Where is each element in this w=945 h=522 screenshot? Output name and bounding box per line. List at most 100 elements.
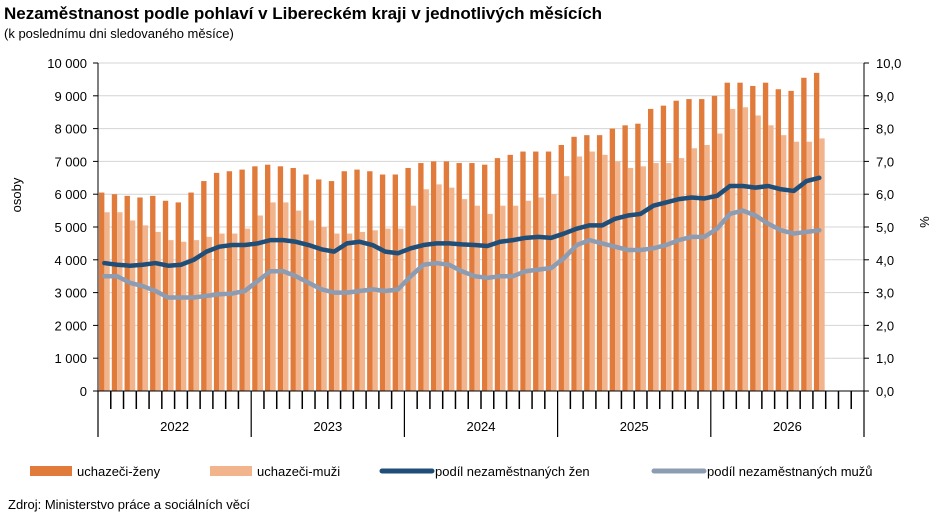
year-label: 2023 xyxy=(313,419,342,434)
year-label: 2025 xyxy=(620,419,649,434)
bar-men xyxy=(193,240,200,391)
bar-women xyxy=(443,161,450,391)
bar-men xyxy=(372,230,378,391)
bar-women xyxy=(418,163,424,391)
bar-women xyxy=(673,100,679,391)
y-left-tick-label: 10 000 xyxy=(47,56,87,71)
bar-men xyxy=(346,233,353,391)
bar-women xyxy=(367,171,373,391)
bar-women xyxy=(99,192,105,391)
bar-men xyxy=(500,205,506,391)
y-right-tick-label: 1,0 xyxy=(876,351,894,366)
bar-women xyxy=(328,181,335,391)
y-right-tick-label: 2,0 xyxy=(876,318,894,333)
bar-women xyxy=(558,145,564,391)
bar-women xyxy=(277,166,284,391)
bar-women xyxy=(252,166,258,391)
bar-men xyxy=(244,228,251,391)
year-label: 2026 xyxy=(773,419,802,434)
bar-men xyxy=(781,135,787,391)
bar-men xyxy=(627,167,634,391)
bar-men xyxy=(653,163,659,391)
source-note: Zdroj: Ministerstvo práce a sociálních v… xyxy=(8,497,250,512)
bar-men xyxy=(308,220,315,391)
bar-men xyxy=(104,212,110,391)
line-women-share xyxy=(102,175,822,268)
x-axis: 2022 2023 2024 2025 2026 xyxy=(97,391,865,437)
bar-women xyxy=(750,85,756,392)
bar-women xyxy=(150,195,156,391)
bar-women xyxy=(660,105,667,391)
legend-entry: podíl nezaměstnaných mužů xyxy=(707,464,872,479)
y-left-tick-label: 3 000 xyxy=(54,286,87,301)
bar-men xyxy=(666,163,672,391)
bar-men xyxy=(155,231,161,391)
bar-women xyxy=(201,181,207,391)
line-men-share xyxy=(102,208,822,300)
bar-women xyxy=(430,161,437,391)
bar-men xyxy=(117,212,123,391)
bar-women xyxy=(392,174,399,391)
bar-men xyxy=(219,233,225,391)
legend-entry: podíl nezaměstnaných žen xyxy=(435,464,590,479)
bar-women xyxy=(596,135,603,391)
bar-men xyxy=(602,154,608,391)
bar-women xyxy=(711,95,718,392)
y-left-tick-label: 1 000 xyxy=(54,351,87,366)
bar-women xyxy=(213,172,220,391)
year-label: 2024 xyxy=(467,419,496,434)
bar-men xyxy=(538,197,544,391)
bar-women xyxy=(775,89,782,392)
bar-women xyxy=(379,174,386,391)
bar-men xyxy=(755,115,761,391)
bar-men xyxy=(142,225,149,391)
bar-women xyxy=(609,128,616,391)
bar-women xyxy=(354,169,360,391)
bar-men xyxy=(168,240,174,391)
legend-swatch xyxy=(30,466,72,476)
bar-men xyxy=(640,166,646,391)
bar-men xyxy=(232,233,238,391)
y-axis-left-label: osoby xyxy=(9,177,24,212)
bar-men xyxy=(615,161,621,391)
bar-men xyxy=(321,227,327,391)
bar-men xyxy=(449,187,455,391)
y-right-tick-label: 0,0 xyxy=(876,384,894,399)
y-right-tick-label: 5,0 xyxy=(876,220,894,235)
chart-title: Nezaměstnanost podle pohlaví v Liberecké… xyxy=(4,4,602,23)
lines xyxy=(102,175,822,300)
y-right-tick-label: 8,0 xyxy=(876,122,894,137)
bar-women xyxy=(239,169,245,391)
y-left-tick-label: 8 000 xyxy=(54,122,87,137)
bar-men xyxy=(270,202,276,391)
y-right-tick-label: 3,0 xyxy=(876,286,894,301)
bar-men xyxy=(334,233,340,391)
bar-men xyxy=(257,215,263,391)
bar-women xyxy=(124,195,130,391)
bar-men xyxy=(461,199,468,391)
bar-men xyxy=(819,138,825,391)
bar-men xyxy=(283,202,289,391)
bar-men xyxy=(729,108,736,392)
y-axis-right-label: % xyxy=(917,216,932,228)
bar-men xyxy=(525,200,532,391)
legend-entry: uchazeči-ženy xyxy=(77,464,161,479)
bar-women xyxy=(341,171,347,391)
bar-women xyxy=(226,171,233,391)
bar-men xyxy=(589,151,595,391)
bar-men xyxy=(423,189,429,391)
bar-men xyxy=(551,194,557,391)
bar-men xyxy=(436,184,442,391)
y-left-tick-label: 4 000 xyxy=(54,253,87,268)
bar-women xyxy=(622,125,628,391)
bar-men xyxy=(295,210,302,391)
bar-women xyxy=(762,82,769,392)
bar-women xyxy=(507,154,513,391)
bar-women xyxy=(545,151,552,391)
bar-men xyxy=(410,205,417,391)
legend-swatch xyxy=(210,466,252,476)
bar-women xyxy=(290,167,296,391)
bar-men xyxy=(512,205,519,391)
bar-men xyxy=(398,228,404,391)
